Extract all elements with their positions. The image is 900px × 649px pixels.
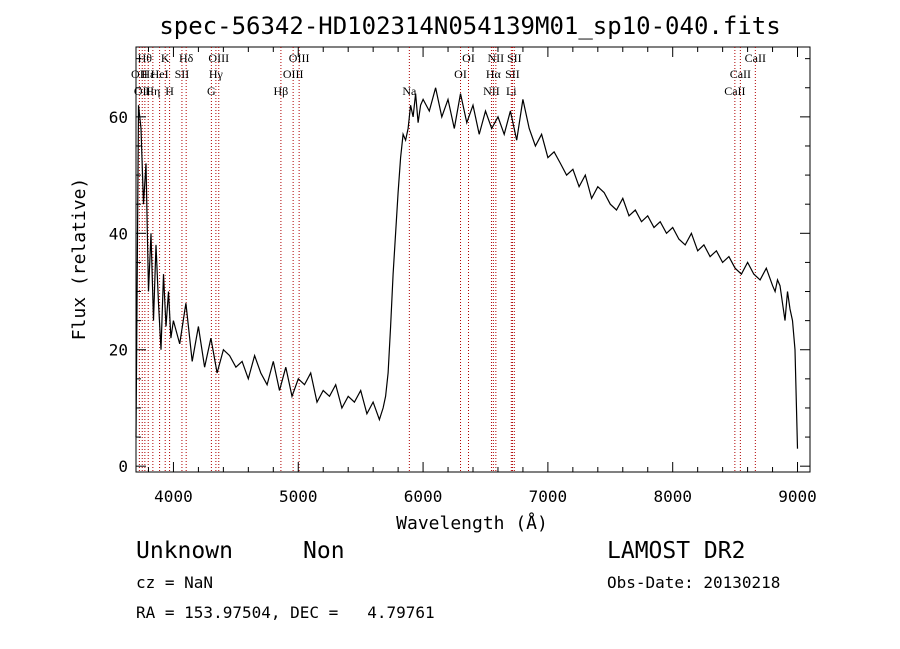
line-label-18: OI xyxy=(462,51,475,65)
chart-title: spec-56342-HD102314N054139M01_sp10-040.f… xyxy=(159,12,780,40)
x-axis-label: Wavelength (Å) xyxy=(396,512,548,534)
plot-frame xyxy=(135,46,811,473)
line-label-21: NII xyxy=(488,51,505,65)
line-label-27: CaII xyxy=(745,51,766,65)
x-tick-label: 6000 xyxy=(404,487,443,506)
line-label-22: Li xyxy=(506,84,517,98)
line-label-4: Hη xyxy=(145,84,160,98)
line-label-5: HeI xyxy=(151,67,169,81)
x-tick-label: 7000 xyxy=(529,487,568,506)
line-label-15: OIII xyxy=(289,51,310,65)
object-subclass: Non xyxy=(303,538,345,564)
y-tick-label: 20 xyxy=(109,341,128,360)
line-label-3: Hε xyxy=(141,67,155,81)
object-class: Unknown xyxy=(136,538,233,564)
line-label-6: K xyxy=(161,51,170,65)
x-tick-label: 8000 xyxy=(653,487,692,506)
line-label-12: OIII xyxy=(208,51,229,65)
line-label-14: OIII xyxy=(283,67,304,81)
survey-name: LAMOST DR2 xyxy=(607,538,746,564)
line-label-16: Na xyxy=(402,84,417,98)
coordinates: RA = 153.97504, DEC = 4.79761 xyxy=(136,603,435,622)
y-tick-label: 0 xyxy=(118,457,128,476)
line-label-7: H xyxy=(165,84,174,98)
line-label-13: Hβ xyxy=(274,84,289,98)
redshift-readout: cz = NaN xyxy=(136,573,214,592)
line-label-23: SII xyxy=(505,67,520,81)
x-tick-label: 5000 xyxy=(279,487,318,506)
x-tick-label: 9000 xyxy=(778,487,817,506)
y-tick-label: 40 xyxy=(109,224,128,243)
obs-date: Obs-Date: 20130218 xyxy=(607,573,781,592)
line-label-11: Hγ xyxy=(209,67,224,81)
line-label-2: Hθ xyxy=(138,51,153,65)
y-axis-label: Flux (relative) xyxy=(69,178,90,341)
line-label-10: G xyxy=(207,84,216,98)
x-tick-label: 4000 xyxy=(154,487,193,506)
line-label-9: Hδ xyxy=(179,51,194,65)
line-label-20: Hα xyxy=(486,67,502,81)
line-label-0: OII xyxy=(131,67,148,81)
line-label-24: SII xyxy=(507,51,522,65)
line-label-8: SII xyxy=(175,67,190,81)
line-label-19: NII xyxy=(483,84,500,98)
line-label-25: CaII xyxy=(724,84,745,98)
y-tick-label: 60 xyxy=(109,108,128,127)
line-label-26: CaII xyxy=(730,67,751,81)
spectrum-line xyxy=(135,87,799,449)
line-label-17: OI xyxy=(454,67,467,81)
